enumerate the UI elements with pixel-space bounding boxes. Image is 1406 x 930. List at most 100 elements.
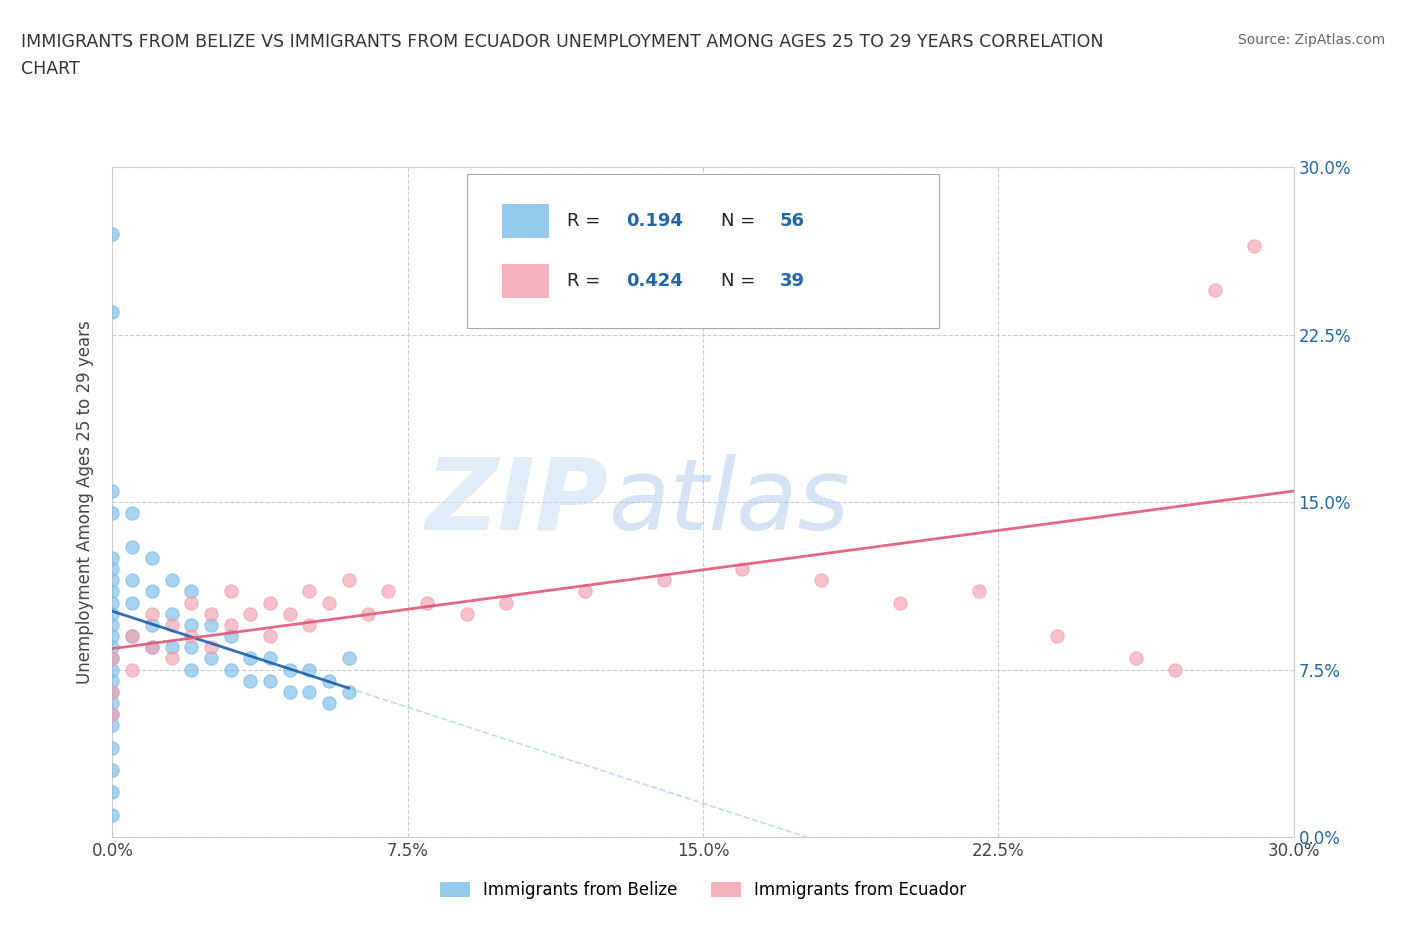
Point: [318, 595, 340, 610]
Point: [180, 662, 202, 677]
Point: [121, 662, 143, 677]
Point: [337, 684, 360, 699]
Point: [495, 595, 517, 610]
Point: [219, 629, 242, 644]
Point: [101, 707, 124, 722]
Point: [101, 562, 124, 577]
Point: [101, 718, 124, 733]
Point: [121, 539, 143, 554]
Point: [259, 651, 281, 666]
Point: [652, 573, 675, 588]
Point: [101, 595, 124, 610]
Point: [259, 629, 281, 644]
Point: [101, 618, 124, 632]
Point: [298, 662, 321, 677]
Point: [101, 740, 124, 755]
Point: [101, 484, 124, 498]
Point: [416, 595, 439, 610]
Point: [160, 618, 183, 632]
Point: [141, 584, 163, 599]
Point: [278, 662, 301, 677]
Point: [318, 696, 340, 711]
Point: [200, 640, 222, 655]
Text: 56: 56: [780, 212, 804, 230]
Point: [298, 584, 321, 599]
Point: [101, 673, 124, 688]
Text: R =: R =: [567, 272, 600, 290]
Y-axis label: Unemployment Among Ages 25 to 29 years: Unemployment Among Ages 25 to 29 years: [76, 320, 94, 684]
Point: [259, 595, 281, 610]
Point: [278, 606, 301, 621]
Point: [180, 584, 202, 599]
Point: [121, 629, 143, 644]
Point: [121, 629, 143, 644]
Legend: Immigrants from Belize, Immigrants from Ecuador: Immigrants from Belize, Immigrants from …: [433, 874, 973, 906]
Point: [337, 651, 360, 666]
Point: [200, 618, 222, 632]
Point: [101, 807, 124, 822]
Point: [101, 696, 124, 711]
Point: [121, 506, 143, 521]
Point: [180, 618, 202, 632]
Point: [101, 785, 124, 800]
Point: [141, 606, 163, 621]
Point: [810, 573, 832, 588]
Point: [141, 551, 163, 565]
Point: [1125, 651, 1147, 666]
Text: ZIP: ZIP: [426, 454, 609, 551]
Point: [101, 707, 124, 722]
Text: CHART: CHART: [21, 60, 80, 78]
Point: [101, 763, 124, 777]
Point: [121, 573, 143, 588]
Point: [101, 573, 124, 588]
Point: [101, 584, 124, 599]
Point: [101, 606, 124, 621]
Point: [101, 651, 124, 666]
Point: [101, 684, 124, 699]
Point: [160, 573, 183, 588]
Point: [574, 584, 596, 599]
Bar: [502, 264, 550, 298]
Text: Source: ZipAtlas.com: Source: ZipAtlas.com: [1237, 33, 1385, 46]
Point: [141, 640, 163, 655]
Point: [1046, 629, 1069, 644]
Point: [239, 673, 262, 688]
Point: [1204, 283, 1226, 298]
Text: 0.194: 0.194: [626, 212, 683, 230]
Point: [239, 606, 262, 621]
Point: [318, 673, 340, 688]
Point: [298, 684, 321, 699]
Text: 0.424: 0.424: [626, 272, 683, 290]
Point: [889, 595, 911, 610]
Point: [101, 227, 124, 242]
Point: [219, 618, 242, 632]
Point: [731, 562, 754, 577]
Point: [141, 640, 163, 655]
Text: IMMIGRANTS FROM BELIZE VS IMMIGRANTS FROM ECUADOR UNEMPLOYMENT AMONG AGES 25 TO : IMMIGRANTS FROM BELIZE VS IMMIGRANTS FRO…: [21, 33, 1104, 50]
Point: [180, 640, 202, 655]
Point: [101, 551, 124, 565]
Point: [101, 629, 124, 644]
Text: R =: R =: [567, 212, 600, 230]
Point: [160, 651, 183, 666]
Point: [377, 584, 399, 599]
Point: [101, 651, 124, 666]
Text: N =: N =: [721, 272, 755, 290]
Point: [180, 595, 202, 610]
Point: [101, 305, 124, 320]
FancyBboxPatch shape: [467, 174, 939, 328]
Text: atlas: atlas: [609, 454, 851, 551]
Bar: [502, 205, 550, 238]
Point: [101, 506, 124, 521]
Point: [239, 651, 262, 666]
Point: [278, 684, 301, 699]
Point: [456, 606, 478, 621]
Point: [200, 606, 222, 621]
Point: [200, 651, 222, 666]
Point: [141, 618, 163, 632]
Point: [219, 584, 242, 599]
Point: [219, 662, 242, 677]
Point: [101, 684, 124, 699]
Point: [160, 606, 183, 621]
Point: [121, 595, 143, 610]
